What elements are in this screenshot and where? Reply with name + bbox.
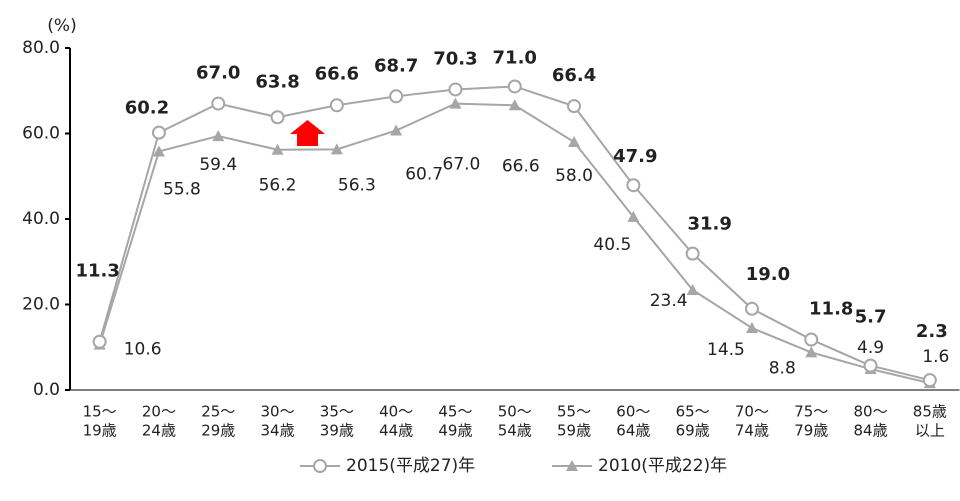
x-tick-label: 44歳 — [379, 422, 413, 440]
x-tick-label: 55～ — [557, 403, 591, 421]
y-tick-label: 80.0 — [22, 38, 60, 58]
y-tick-label: 20.0 — [22, 295, 60, 315]
point — [627, 210, 640, 222]
x-tick-label: 75～ — [794, 403, 828, 421]
x-tick-label: 60～ — [616, 403, 650, 421]
x-tick-label: 40～ — [379, 403, 413, 421]
x-tick-label: 64歳 — [616, 422, 650, 440]
x-tick-label: 74歳 — [735, 422, 769, 440]
legend-marker — [313, 459, 327, 473]
data-label: 40.5 — [593, 235, 631, 255]
y-axis-label: (%) — [47, 16, 76, 36]
x-tick-label: 29歳 — [201, 422, 235, 440]
data-label: 66.6 — [502, 156, 540, 176]
data-label: 14.5 — [707, 340, 745, 360]
y-tick-label: 40.0 — [22, 209, 60, 229]
point — [449, 97, 462, 109]
x-tick-label: 65～ — [676, 403, 710, 421]
data-label: 19.0 — [746, 264, 790, 285]
point — [922, 373, 937, 388]
point — [863, 358, 878, 373]
x-tick-label: 39歳 — [320, 422, 354, 440]
point — [745, 322, 758, 334]
data-label: 71.0 — [493, 47, 537, 68]
y-tick-label: 0.0 — [33, 380, 60, 400]
point — [330, 143, 343, 155]
x-tick-label: 35～ — [320, 403, 354, 421]
legend-label: 2015(平成27)年 — [346, 456, 475, 476]
data-label: 2.3 — [916, 321, 948, 342]
point — [686, 283, 699, 295]
data-label: 59.4 — [199, 155, 237, 175]
data-label: 56.2 — [259, 176, 297, 196]
x-tick-label: 79歳 — [794, 422, 828, 440]
point — [568, 136, 581, 148]
data-label: 11.3 — [75, 261, 119, 282]
data-label: 1.6 — [922, 347, 949, 367]
point — [685, 246, 700, 261]
data-label: 4.9 — [857, 338, 884, 358]
x-tick-label: 54歳 — [498, 422, 532, 440]
point — [804, 332, 819, 347]
point — [390, 124, 403, 136]
point — [151, 125, 166, 140]
point — [507, 79, 522, 94]
x-tick-label: 84歳 — [854, 422, 888, 440]
data-label: 66.4 — [552, 65, 596, 86]
x-tick-label: 59歳 — [557, 422, 591, 440]
data-label: 47.9 — [613, 146, 657, 167]
point — [805, 346, 818, 358]
data-label: 60.2 — [125, 98, 169, 119]
point — [567, 99, 582, 114]
x-tick-label: 69歳 — [676, 422, 710, 440]
x-tick-label: 45～ — [438, 403, 472, 421]
increase-arrow — [290, 120, 325, 146]
point — [626, 178, 641, 193]
point — [744, 301, 759, 316]
x-tick-label: 19歳 — [83, 422, 117, 440]
point — [270, 110, 285, 125]
point — [389, 89, 404, 104]
y-tick-label: 60.0 — [22, 124, 60, 144]
data-label: 8.8 — [769, 358, 796, 378]
data-label: 11.8 — [809, 299, 853, 320]
point — [448, 82, 463, 97]
point — [152, 145, 165, 157]
data-label: 5.7 — [855, 307, 887, 328]
data-label: 56.3 — [338, 175, 376, 195]
data-label: 31.9 — [687, 214, 731, 235]
legend-label: 2010(平成22)年 — [598, 456, 727, 476]
point — [271, 143, 284, 155]
legend-marker — [566, 460, 578, 471]
point — [329, 98, 344, 113]
point — [508, 99, 521, 111]
data-label: 10.6 — [124, 340, 162, 360]
data-label: 68.7 — [374, 55, 418, 76]
x-tick-label: 15～ — [83, 403, 117, 421]
data-label: 58.0 — [555, 166, 593, 186]
point — [212, 130, 225, 142]
data-label: 63.8 — [255, 71, 299, 92]
x-tick-label: 80～ — [854, 403, 888, 421]
x-tick-label: 49歳 — [438, 422, 472, 440]
data-label: 60.7 — [405, 165, 443, 185]
data-label: 67.0 — [443, 155, 481, 175]
x-tick-label: 20～ — [142, 403, 176, 421]
data-label: 70.3 — [433, 48, 477, 69]
data-label: 55.8 — [163, 179, 201, 199]
x-tick-label: 85歳 — [913, 403, 947, 421]
x-tick-label: 70～ — [735, 403, 769, 421]
x-tick-label: 25～ — [201, 403, 235, 421]
x-tick-label: 以上 — [915, 422, 945, 440]
point — [211, 96, 226, 111]
data-label: 23.4 — [650, 291, 688, 311]
data-label: 67.0 — [196, 63, 240, 84]
x-tick-label: 30～ — [261, 403, 295, 421]
x-tick-label: 24歳 — [142, 422, 176, 440]
x-tick-label: 34歳 — [261, 422, 295, 440]
data-label: 66.6 — [315, 63, 359, 84]
x-tick-label: 50～ — [498, 403, 532, 421]
point — [92, 334, 107, 349]
